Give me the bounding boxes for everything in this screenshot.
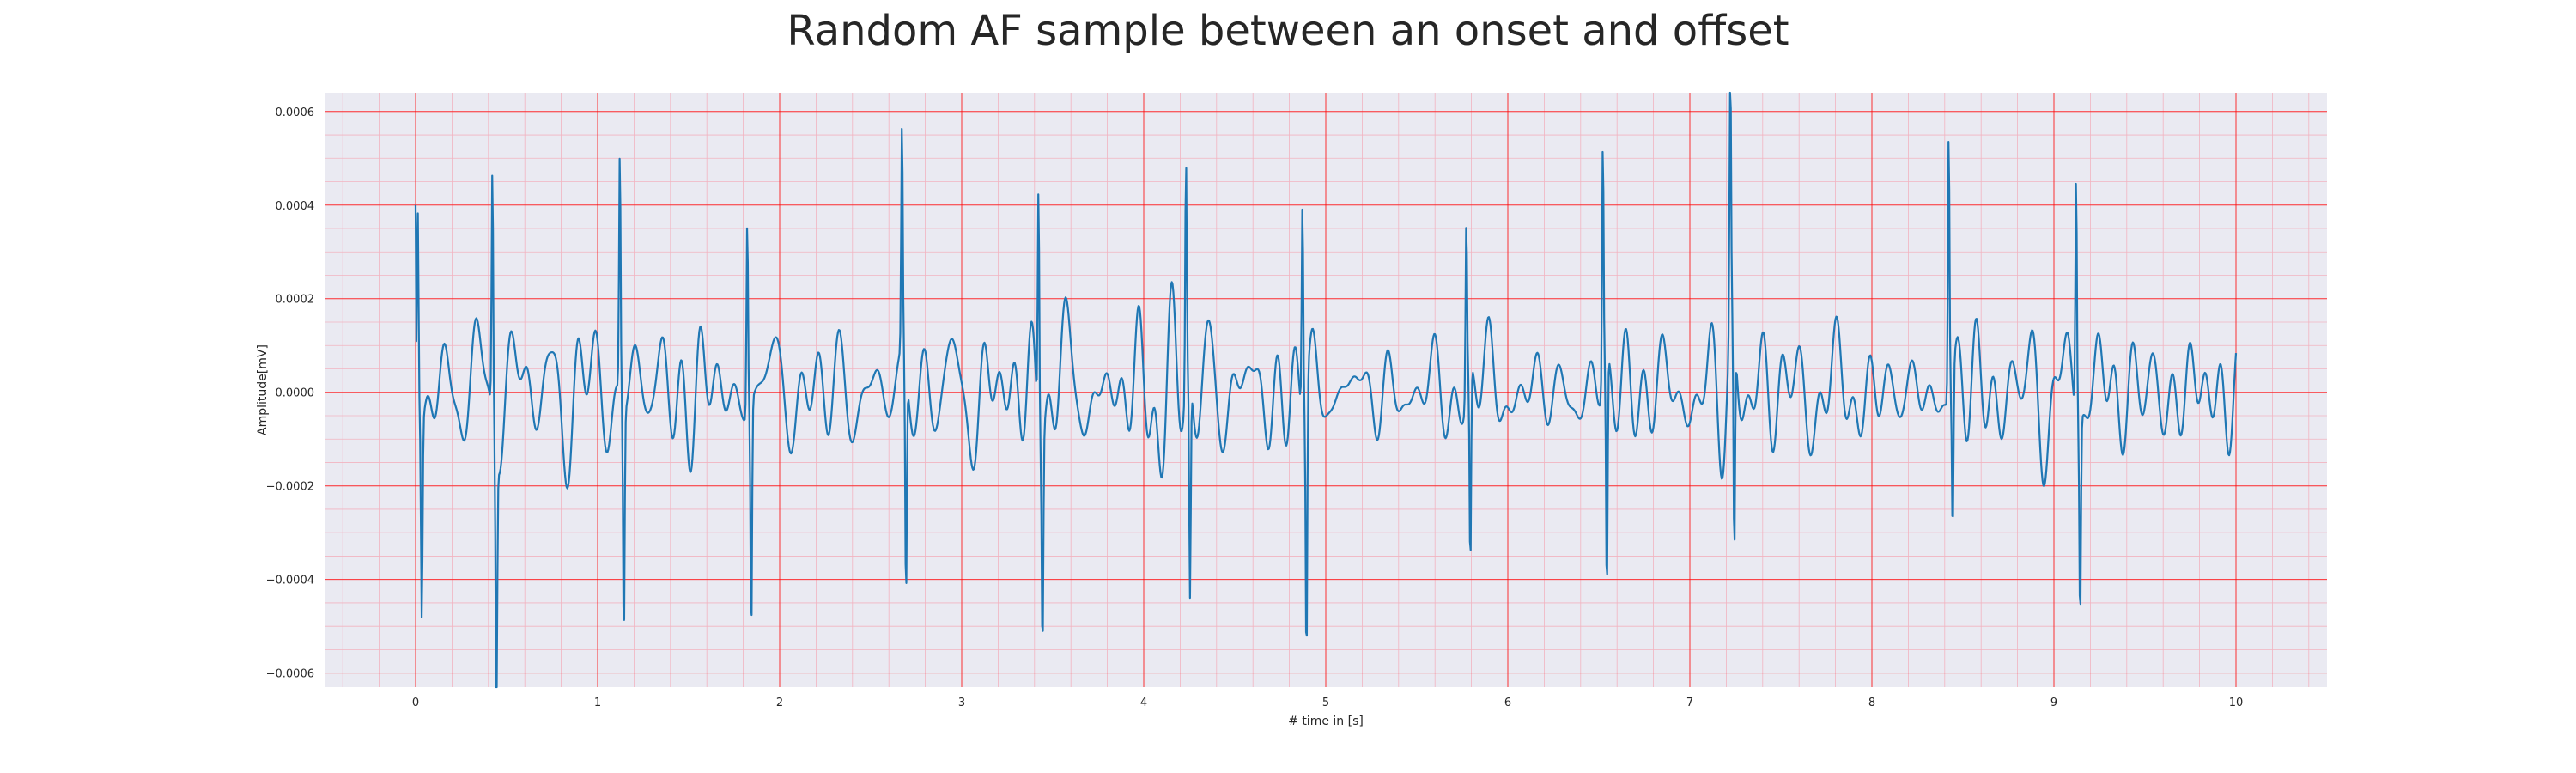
x-tick-label: 1 (594, 697, 601, 709)
x-tick-label: 9 (2050, 697, 2057, 709)
x-tick-labels: 0 1 2 3 4 5 6 7 8 9 10 (412, 697, 2243, 709)
x-tick-label: 0 (412, 697, 419, 709)
x-tick-label: 10 (2229, 697, 2244, 709)
y-tick-label: −0.0002 (266, 481, 314, 494)
y-tick-label: 0.0002 (276, 294, 315, 307)
y-tick-label: 0.0000 (276, 387, 315, 400)
x-tick-label: 3 (958, 697, 965, 709)
x-tick-label: 2 (776, 697, 783, 709)
y-tick-label: 0.0006 (276, 107, 315, 119)
y-tick-label: −0.0006 (266, 668, 314, 681)
y-tick-label: 0.0004 (276, 200, 315, 213)
y-axis-label: Amplitude[mV] (256, 344, 270, 435)
y-tick-labels: −0.0006 −0.0004 −0.0002 0.0000 0.0002 0.0004 0… (266, 107, 314, 681)
x-tick-label: 8 (1868, 697, 1875, 709)
chart-title: Random AF sample between an onset and of… (787, 7, 1789, 55)
x-tick-label: 5 (1322, 697, 1329, 709)
x-tick-label: 6 (1504, 697, 1511, 709)
x-tick-label: 7 (1686, 697, 1693, 709)
y-tick-label: −0.0004 (266, 575, 314, 587)
ecg-signal-line (414, 91, 2238, 689)
x-tick-label: 4 (1140, 697, 1147, 709)
x-axis-label: # time in [s] (1288, 715, 1364, 728)
major-grid (325, 93, 2327, 687)
